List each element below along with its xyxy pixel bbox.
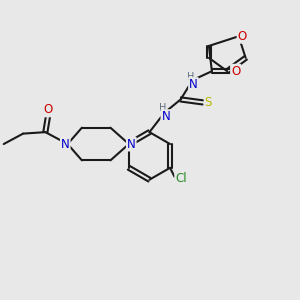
Text: N: N: [161, 110, 170, 123]
Text: O: O: [44, 103, 53, 116]
Text: H: H: [188, 72, 195, 82]
Text: N: N: [61, 137, 70, 151]
Text: H: H: [159, 103, 166, 113]
Text: S: S: [205, 96, 212, 109]
Text: O: O: [238, 30, 247, 43]
Text: Cl: Cl: [175, 172, 187, 185]
Text: N: N: [189, 78, 198, 91]
Text: N: N: [127, 137, 136, 151]
Text: O: O: [231, 65, 240, 78]
